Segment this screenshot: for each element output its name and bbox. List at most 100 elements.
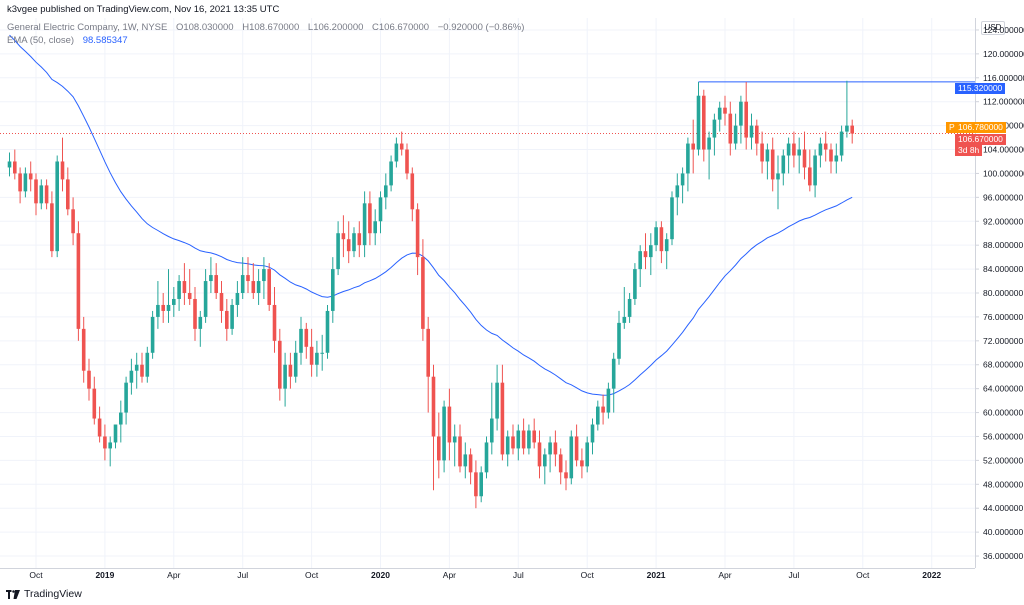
ema-line: [9, 34, 853, 396]
candle: [214, 263, 218, 299]
candle-body: [739, 101, 743, 126]
candle: [452, 424, 457, 467]
candle: [781, 149, 786, 186]
candle: [702, 89, 706, 162]
candle: [664, 233, 669, 270]
candle-body: [299, 328, 303, 353]
candle-body: [81, 328, 86, 371]
candle-body: [124, 382, 128, 413]
candle-body: [468, 454, 473, 473]
candle: [299, 316, 303, 365]
candle-body: [548, 442, 552, 455]
candle-body: [484, 442, 489, 473]
price-axis[interactable]: 124.000000 120.000000 116.000000 112.000000…: [975, 25, 1024, 561]
time-axis[interactable]: Oct 2019 Apr Jul Oct 2020 Apr Jul Oct 2021 Apr Jul O…: [29, 570, 941, 580]
candle-body: [447, 406, 452, 443]
candle-body: [633, 269, 637, 299]
candle: [92, 376, 97, 425]
x-tick-label: 2019: [95, 570, 114, 580]
candle-body: [659, 227, 664, 252]
candle-body: [543, 454, 547, 467]
candle-body: [108, 442, 112, 449]
tradingview-brand[interactable]: TradingView: [6, 588, 82, 600]
candle: [468, 448, 473, 485]
candle: [622, 287, 627, 329]
candle-body: [829, 149, 833, 162]
candle-body: [781, 155, 786, 174]
candle: [315, 340, 319, 377]
ema-value: 98.585347: [82, 35, 128, 46]
ohlc-low: L106.200000: [307, 22, 364, 33]
candle-body: [267, 269, 271, 305]
candle: [293, 340, 298, 383]
currency-badge[interactable]: USD: [981, 21, 1005, 35]
y-tick-label: 96.000000: [983, 192, 1023, 202]
candle: [346, 221, 351, 264]
candle: [511, 424, 515, 455]
candle-body: [368, 203, 372, 234]
candle-body: [34, 179, 38, 204]
candle: [553, 430, 558, 467]
candle-body: [474, 472, 478, 497]
candle: [792, 131, 796, 168]
x-tick-label: Oct: [581, 570, 595, 580]
candle: [113, 424, 118, 449]
candle: [590, 418, 595, 455]
candle: [81, 316, 86, 383]
candle-body: [797, 149, 801, 156]
y-tick-label: 60.000000: [983, 408, 1023, 418]
candle: [66, 167, 70, 216]
candle: [558, 448, 563, 485]
candle-body: [733, 125, 738, 144]
candle: [198, 310, 203, 347]
candle: [654, 221, 658, 252]
symbol-info: General Electric Company, 1W, NYSE O108.…: [7, 22, 530, 33]
candle-body: [129, 370, 134, 383]
ema-legend[interactable]: EMA (50, close) 98.585347: [7, 35, 134, 46]
y-tick-label: 100.000000: [983, 168, 1024, 178]
candle: [225, 298, 229, 341]
candle: [230, 298, 234, 335]
candle-body: [675, 185, 680, 198]
candles: [7, 80, 854, 509]
candle: [119, 400, 123, 443]
candle-body: [452, 436, 457, 443]
candle: [516, 424, 521, 461]
candle: [28, 161, 33, 192]
candle-body: [606, 388, 611, 413]
candle-body: [113, 424, 118, 443]
candle: [262, 257, 266, 299]
candle-body: [219, 293, 224, 311]
candle: [447, 388, 452, 461]
candle-body: [23, 173, 28, 192]
candle: [728, 101, 733, 156]
candle: [246, 257, 250, 293]
candle: [611, 352, 616, 413]
candle-body: [696, 95, 701, 150]
candle: [458, 424, 462, 473]
candle: [256, 269, 261, 305]
tradingview-logo-icon: [6, 589, 20, 599]
candle-body: [680, 173, 685, 186]
candle-body: [44, 185, 49, 204]
candle-body: [39, 185, 44, 204]
candle: [410, 167, 415, 222]
candle: [834, 143, 839, 174]
candle-body: [97, 418, 102, 437]
candle-body: [808, 167, 812, 186]
candle: [166, 269, 171, 323]
candle: [129, 358, 134, 395]
candle: [76, 221, 81, 341]
candle-body: [442, 406, 446, 461]
candle-body: [7, 161, 12, 168]
candle: [272, 287, 277, 353]
x-tick-label: Apr: [167, 570, 180, 580]
candle: [643, 233, 648, 270]
candle: [352, 227, 356, 258]
candle-body: [150, 316, 155, 353]
candle: [839, 125, 844, 162]
y-tick-label: 36.000000: [983, 551, 1023, 561]
candle: [659, 221, 664, 264]
x-tick-label: Jul: [513, 570, 524, 580]
